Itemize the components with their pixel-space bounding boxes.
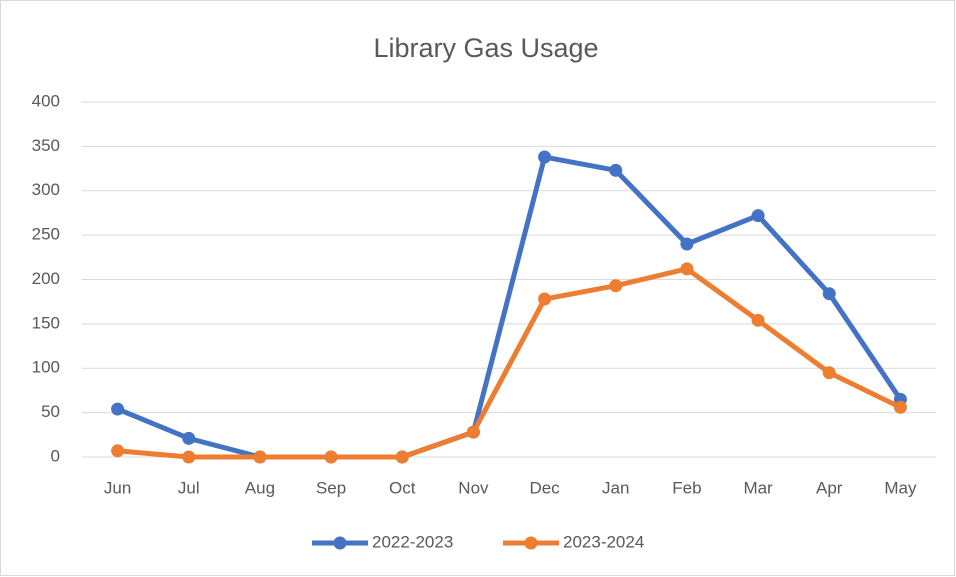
point: [466, 425, 480, 439]
legend-marker: [524, 536, 538, 550]
x-tick-label: Apr: [816, 478, 843, 497]
point: [253, 450, 267, 464]
y-tick-label: 400: [32, 91, 60, 110]
x-tick-label: Jan: [602, 478, 629, 497]
x-tick-label: Aug: [245, 478, 275, 497]
y-tick-label: 50: [41, 402, 60, 421]
point: [893, 400, 907, 414]
x-tick-label: Mar: [743, 478, 773, 497]
point: [111, 444, 125, 458]
point: [111, 402, 125, 416]
point: [680, 237, 694, 251]
x-tick-label: Nov: [458, 478, 489, 497]
x-tick-label: Sep: [316, 478, 346, 497]
x-tick-label: Jul: [178, 478, 200, 497]
x-tick-label: Jun: [104, 478, 131, 497]
point: [182, 450, 196, 464]
y-tick-label: 0: [51, 446, 60, 465]
y-tick-label: 200: [32, 269, 60, 288]
point: [609, 279, 623, 293]
legend-label: 2023-2024: [563, 532, 644, 551]
point: [751, 209, 765, 223]
point: [751, 313, 765, 327]
point: [182, 431, 196, 445]
legend-marker: [333, 536, 347, 550]
point: [609, 163, 623, 177]
point: [538, 292, 552, 306]
legend-label: 2022-2023: [372, 532, 453, 551]
point: [822, 366, 836, 380]
point: [680, 262, 694, 276]
x-tick-label: Oct: [389, 478, 416, 497]
y-tick-label: 150: [32, 313, 60, 332]
y-tick-label: 100: [32, 358, 60, 377]
x-tick-label: Dec: [529, 478, 560, 497]
point: [395, 450, 409, 464]
series-line: [115, 266, 903, 460]
y-tick-label: 350: [32, 136, 60, 155]
chart-title: Library Gas Usage: [373, 33, 598, 63]
x-tick-label: May: [884, 478, 917, 497]
y-tick-label: 300: [32, 180, 60, 199]
series-line: [115, 154, 903, 460]
x-tick-label: Feb: [672, 478, 701, 497]
y-tick-label: 250: [32, 225, 60, 244]
point: [822, 287, 836, 301]
point: [324, 450, 338, 464]
point: [538, 150, 552, 164]
